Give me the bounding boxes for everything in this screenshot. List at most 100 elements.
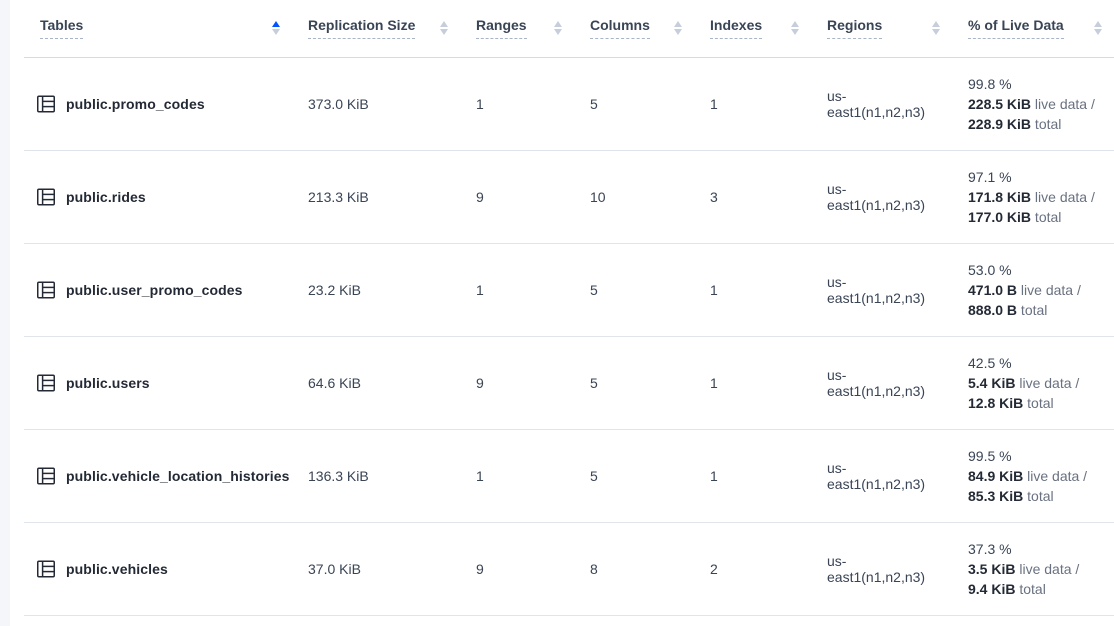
ranges-cell: 1 [460,429,574,523]
replication-size-cell: 373.0 KiB [292,57,460,151]
sort-caret-icon [791,21,799,36]
live-data-cell: 99.5 % 84.9 KiB live data / 85.3 KiB tot… [952,429,1114,523]
sort-caret-icon [674,21,682,36]
live-percent: 53.0 % [968,261,1012,278]
sort-caret-icon [1094,21,1102,36]
live-data-line: 171.8 KiB live data / [968,188,1095,205]
sort-caret-icon [554,21,562,36]
column-header-label: Ranges [476,17,527,40]
sort-up-arrow-icon [932,21,940,28]
sort-up-arrow-icon [440,21,448,28]
sort-up-arrow-icon [791,21,799,28]
indexes-cell: 3 [694,150,811,244]
ranges-cell: 9 [460,336,574,430]
columns-cell: 10 [574,150,694,244]
indexes-cell: 1 [694,243,811,337]
live-data-line: 471.0 B live data / [968,281,1081,298]
live-data-line: 84.9 KiB live data / [968,467,1088,484]
live-percent: 97.1 % [968,168,1012,185]
live-data-cell: 97.1 % 171.8 KiB live data / 177.0 KiB t… [952,150,1114,244]
column-header-columns[interactable]: Columns [574,0,694,58]
live-percent: 42.5 % [968,354,1012,371]
table-grid-icon [36,280,56,300]
table-row[interactable]: public.vehicles 37.0 KiB 9 8 2 us-east1(… [24,522,1114,616]
sort-up-arrow-icon [1094,21,1102,28]
live-data-cell: 42.5 % 5.4 KiB live data / 12.8 KiB tota… [952,336,1114,430]
sort-caret-icon [272,21,280,36]
table-row[interactable]: public.user_promo_codes 23.2 KiB 1 5 1 u… [24,243,1114,337]
live-percent: 37.3 % [968,540,1012,557]
indexes-cell: 1 [694,429,811,523]
table-grid-icon [36,559,56,579]
total-data-line: 9.4 KiB total [968,580,1046,597]
sort-down-arrow-icon [440,29,448,36]
ranges-cell: 1 [460,243,574,337]
table-name-link[interactable]: public.vehicles [66,560,168,577]
replication-size-cell: 136.3 KiB [292,429,460,523]
sort-down-arrow-icon [932,29,940,36]
total-data-line: 888.0 B total [968,301,1048,318]
total-data-line: 177.0 KiB total [968,208,1062,225]
ranges-cell: 1 [460,57,574,151]
column-header-tables[interactable]: Tables [24,0,292,58]
page-background-gutter [0,0,10,626]
replication-size-cell: 23.2 KiB [292,243,460,337]
tables-list: Tables Replication Size Ranges Columns [24,0,1114,616]
sort-down-arrow-icon [554,29,562,36]
indexes-cell: 1 [694,57,811,151]
live-data-line: 3.5 KiB live data / [968,560,1080,577]
column-header-replication-size[interactable]: Replication Size [292,0,460,58]
total-data-line: 12.8 KiB total [968,394,1054,411]
table-row[interactable]: public.users 64.6 KiB 9 5 1 us-east1(n1,… [24,336,1114,430]
table-row[interactable]: public.vehicle_location_histories 136.3 … [24,429,1114,523]
sort-down-arrow-icon [1094,29,1102,36]
column-header-indexes[interactable]: Indexes [694,0,811,58]
sort-down-arrow-icon [674,29,682,36]
column-header-regions[interactable]: Regions [811,0,952,58]
live-data-cell: 53.0 % 471.0 B live data / 888.0 B total [952,243,1114,337]
column-header-of-live-data[interactable]: % of Live Data [952,0,1114,58]
table-name-link[interactable]: public.rides [66,188,146,205]
column-header-ranges[interactable]: Ranges [460,0,574,58]
columns-cell: 5 [574,57,694,151]
live-data-cell: 37.3 % 3.5 KiB live data / 9.4 KiB total [952,522,1114,616]
column-header-label: Columns [590,17,650,40]
sort-up-arrow-icon [554,21,562,28]
table-name-link[interactable]: public.vehicle_location_histories [66,467,290,484]
table-grid-icon [36,187,56,207]
table-name-link[interactable]: public.promo_codes [66,95,205,112]
regions-cell: us-east1(n1,n2,n3) [811,429,952,523]
live-data-line: 228.5 KiB live data / [968,95,1095,112]
total-data-line: 85.3 KiB total [968,487,1054,504]
column-header-label: % of Live Data [968,17,1064,40]
column-header-label: Regions [827,17,883,40]
sort-down-arrow-icon [791,29,799,36]
table-grid-icon [36,94,56,114]
live-data-line: 5.4 KiB live data / [968,374,1080,391]
replication-size-cell: 64.6 KiB [292,336,460,430]
table-name-link[interactable]: public.user_promo_codes [66,281,243,298]
regions-cell: us-east1(n1,n2,n3) [811,336,952,430]
regions-cell: us-east1(n1,n2,n3) [811,57,952,151]
table-header-row: Tables Replication Size Ranges Columns [24,0,1114,58]
sort-caret-icon [440,21,448,36]
column-header-label: Replication Size [308,17,416,40]
regions-cell: us-east1(n1,n2,n3) [811,522,952,616]
table-name-link[interactable]: public.users [66,374,150,391]
columns-cell: 5 [574,243,694,337]
columns-cell: 5 [574,429,694,523]
columns-cell: 5 [574,336,694,430]
sort-caret-icon [932,21,940,36]
indexes-cell: 1 [694,336,811,430]
ranges-cell: 9 [460,522,574,616]
table-grid-icon [36,466,56,486]
live-percent: 99.5 % [968,447,1012,464]
sort-up-arrow-icon [272,21,280,28]
table-row[interactable]: public.promo_codes 373.0 KiB 1 5 1 us-ea… [24,57,1114,151]
replication-size-cell: 213.3 KiB [292,150,460,244]
table-row[interactable]: public.rides 213.3 KiB 9 10 3 us-east1(n… [24,150,1114,244]
table-body: public.promo_codes 373.0 KiB 1 5 1 us-ea… [24,57,1114,616]
replication-size-cell: 37.0 KiB [292,522,460,616]
regions-cell: us-east1(n1,n2,n3) [811,243,952,337]
